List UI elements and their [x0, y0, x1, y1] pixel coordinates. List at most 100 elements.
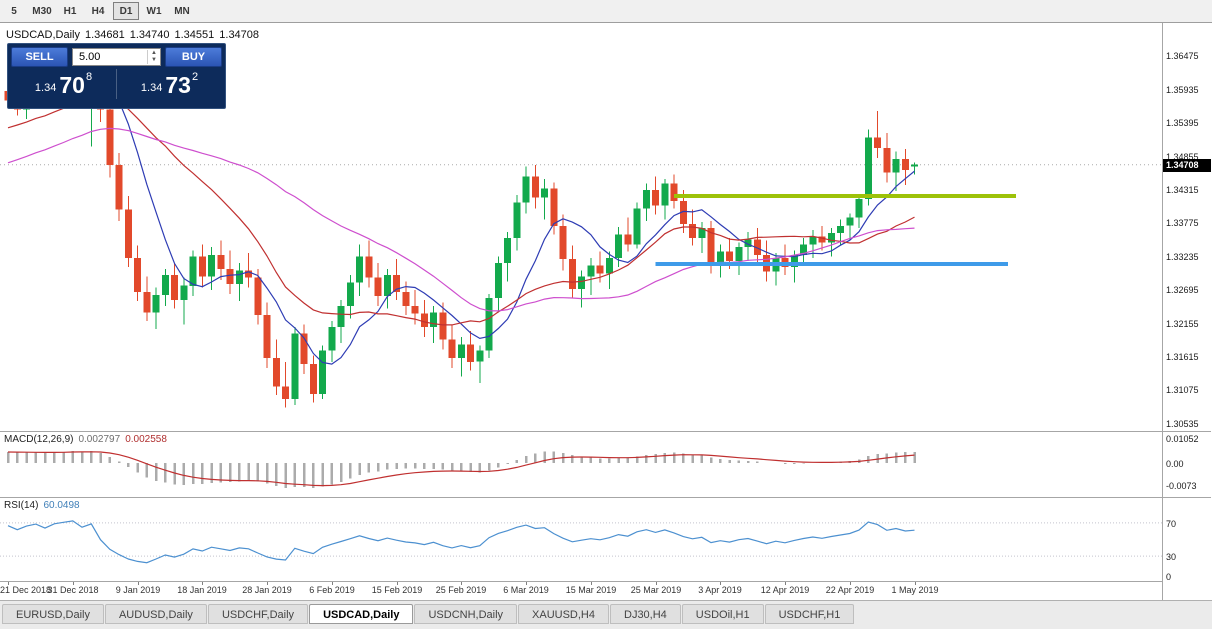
- date-label: 9 Jan 2019: [115, 585, 161, 595]
- price-axis-label: 1.32155: [1166, 319, 1199, 329]
- price-axis-label: 1.33235: [1166, 252, 1199, 262]
- date-label: 6 Feb 2019: [309, 585, 355, 595]
- timeframe-button-5[interactable]: 5: [11, 5, 17, 17]
- price-axis-label: 1.33775: [1166, 218, 1199, 228]
- price-axis-label: 0.01052: [1166, 434, 1199, 444]
- time-axis-tick: [785, 582, 786, 585]
- macd-label: MACD(12,26,9) 0.002797 0.002558: [4, 434, 167, 445]
- rsi-line: [7, 520, 915, 564]
- price-axis-label: 1.31615: [1166, 352, 1199, 362]
- high-value: 1.34740: [129, 29, 170, 41]
- ma-fast-blue: [7, 73, 915, 365]
- date-label: 31 Dec 2018: [47, 585, 99, 595]
- date-label: 3 Apr 2019: [698, 585, 742, 595]
- buy-button[interactable]: BUY: [165, 47, 222, 67]
- price-axis-label: 1.34855: [1166, 152, 1199, 162]
- chart-window: USDCAD,Daily 1.34681 1.34740 1.34551 1.34708…: [0, 22, 1212, 600]
- close-value: 1.34708: [219, 29, 260, 41]
- chart-tab-xauusd[interactable]: XAUUSD,H4: [518, 604, 609, 624]
- date-label: 28 Jan 2019: [242, 585, 292, 595]
- sell-price-pip: 8: [85, 71, 93, 83]
- pane-separator: [1163, 431, 1211, 432]
- date-label: 22 Apr 2019: [825, 585, 875, 595]
- volume-spinner[interactable]: ▲ ▼: [147, 50, 160, 64]
- time-axis-tick: [850, 582, 851, 585]
- volume-down-arrow-icon[interactable]: ▼: [151, 57, 157, 63]
- time-axis-tick: [8, 582, 9, 585]
- time-axis-tick: [526, 582, 527, 585]
- chart-tab-usdchf[interactable]: USDCHF,Daily: [207, 604, 309, 624]
- buy-price-prefix: 1.34: [140, 82, 163, 94]
- buy-price-pip: 2: [191, 71, 199, 83]
- current-price-badge: 1.34708: [1163, 159, 1211, 172]
- chart-tab-bar: EURUSD,Daily AUDUSD,Daily USDCHF,Daily USDC…: [0, 600, 1212, 629]
- date-label: 1 May 2019: [891, 585, 939, 595]
- macd-signal-line: [7, 451, 915, 487]
- date-label: 12 Apr 2019: [760, 585, 810, 595]
- buy-price[interactable]: 1.34 73 2: [116, 69, 222, 99]
- time-axis-tick: [656, 582, 657, 585]
- time-axis-tick: [138, 582, 139, 585]
- chart-symbol-label: USDCAD,Daily: [6, 29, 80, 41]
- volume-stepper[interactable]: ▲ ▼: [72, 48, 161, 66]
- price-axis-label: 70: [1166, 519, 1177, 529]
- chart-tab-usdcad[interactable]: USDCAD,Daily: [309, 604, 414, 624]
- volume-up-arrow-icon[interactable]: ▲: [151, 50, 157, 56]
- time-axis-tick: [267, 582, 268, 585]
- sell-price[interactable]: 1.34 70 8: [11, 69, 116, 99]
- chart-tab-dj30[interactable]: DJ30,H4: [610, 604, 681, 624]
- timeframe-button-mn[interactable]: MN: [174, 5, 190, 17]
- volume-input[interactable]: [73, 50, 147, 64]
- timeframe-button-m30[interactable]: M30: [32, 5, 52, 17]
- price-axis-label: 1.35935: [1166, 85, 1199, 95]
- date-label: 21 Dec 2018: [0, 585, 52, 595]
- macd-pane[interactable]: MACD(12,26,9) 0.002797 0.002558: [0, 431, 1162, 497]
- low-value: 1.34551: [174, 29, 215, 41]
- price-axis[interactable]: 1.36475 1.35935 1.35395 1.34855 1.34315 1.337…: [1162, 23, 1211, 600]
- sell-price-prefix: 1.34: [34, 82, 57, 94]
- price-axis-label: 30: [1166, 552, 1177, 562]
- ma-slow-magenta: [7, 127, 915, 312]
- sell-price-big: 70: [59, 72, 85, 98]
- time-axis-tick: [720, 582, 721, 585]
- timeframe-button-h1[interactable]: H1: [63, 5, 77, 17]
- time-axis-tick: [591, 582, 592, 585]
- ma-mid-red: [7, 95, 915, 326]
- timeframe-button-h4[interactable]: H4: [91, 5, 105, 17]
- price-axis-label: -0.0073: [1166, 481, 1197, 491]
- pane-separator: [1163, 497, 1211, 498]
- price-axis-label: 1.34315: [1166, 185, 1199, 195]
- time-axis-tick: [332, 582, 333, 585]
- open-value: 1.34681: [84, 29, 125, 41]
- time-axis[interactable]: 21 Dec 2018 31 Dec 2018 9 Jan 2019 18 Jan 2…: [0, 581, 1162, 600]
- time-axis-tick: [73, 582, 74, 585]
- sell-button[interactable]: SELL: [11, 47, 68, 67]
- date-label: 6 Mar 2019: [503, 585, 549, 595]
- time-axis-tick: [202, 582, 203, 585]
- date-label: 25 Mar 2019: [630, 585, 682, 595]
- chart-tab-audusd[interactable]: AUDUSD,Daily: [104, 604, 207, 624]
- buy-price-big: 73: [165, 72, 191, 98]
- price-axis-label: 1.36475: [1166, 51, 1199, 61]
- time-axis-tick: [461, 582, 462, 585]
- timeframe-button-w1[interactable]: W1: [146, 5, 162, 17]
- chart-tab-usdchf[interactable]: USDCHF,H1: [764, 604, 855, 624]
- price-axis-label: 1.32695: [1166, 285, 1199, 295]
- one-click-trading-panel: SELL ▲ ▼ BUY 1.34708: [7, 43, 226, 109]
- rsi-pane[interactable]: RSI(14) 60.0498: [0, 497, 1162, 581]
- time-axis-tick: [915, 582, 916, 585]
- main-chart-pane[interactable]: USDCAD,Daily 1.34681 1.34740 1.34551 1.34708…: [0, 23, 1162, 431]
- chart-tab-eurusd[interactable]: EURUSD,Daily: [2, 604, 104, 624]
- price-axis-label: 0.00: [1166, 459, 1184, 469]
- price-axis-label: 1.35395: [1166, 118, 1199, 128]
- timeframe-toolbar: 5 M30 H1 H4 D1 W1 MN: [0, 0, 1212, 22]
- time-axis-tick: [397, 582, 398, 585]
- rsi-label: RSI(14) 60.0498: [4, 500, 80, 511]
- date-label: 15 Feb 2019: [371, 585, 423, 595]
- date-label: 18 Jan 2019: [177, 585, 227, 595]
- chart-ohlc-info: USDCAD,Daily 1.34681 1.34740 1.34551 1.34708: [6, 29, 264, 41]
- timeframe-button-d1[interactable]: D1: [113, 2, 139, 20]
- chart-tab-usdcnh[interactable]: USDCNH,Daily: [414, 604, 518, 624]
- chart-tab-usdoil[interactable]: USDOil,H1: [681, 604, 764, 624]
- date-label: 15 Mar 2019: [565, 585, 617, 595]
